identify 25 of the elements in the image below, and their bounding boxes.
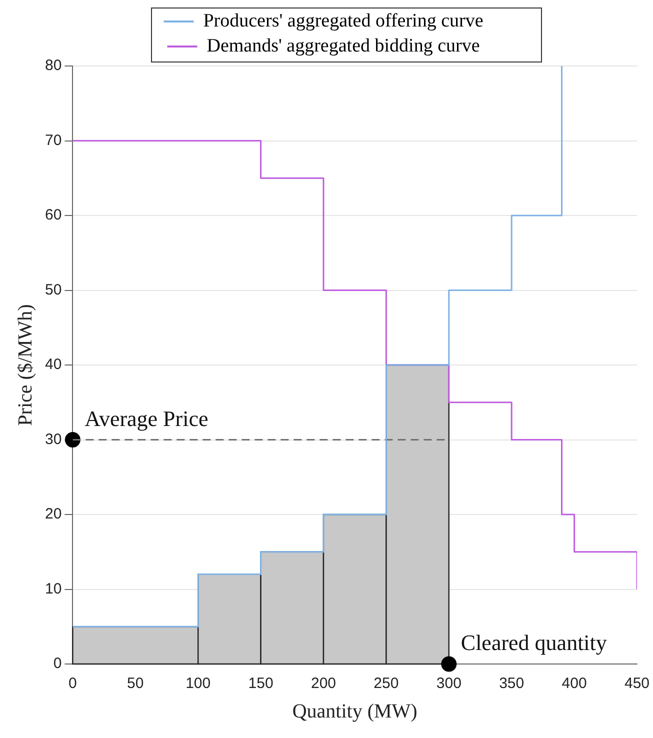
y-tick-label: 50: [44, 281, 62, 298]
x-tick-label: 450: [624, 675, 650, 692]
y-tick-label: 70: [44, 132, 62, 149]
x-tick-label: 300: [436, 675, 462, 692]
x-tick-label: 150: [248, 675, 274, 692]
y-tick-label: 30: [44, 430, 62, 448]
y-tick-label: 20: [44, 506, 62, 523]
x-tick-label: 0: [68, 675, 77, 692]
x-tick-label: 350: [499, 675, 524, 692]
annotation: Cleared quantity: [460, 630, 607, 655]
x-axis-title: Quantity (MW): [292, 700, 418, 722]
y-tick-label: 10: [44, 580, 62, 598]
x-tick-label: 100: [186, 675, 211, 692]
y-tick-label: 0: [53, 655, 62, 672]
y-tick-label: 60: [44, 206, 62, 224]
x-tick-label: 200: [310, 675, 336, 692]
y-tick-label: 40: [44, 356, 62, 374]
x-tick-label: 50: [127, 675, 144, 692]
legend-label: Demands' aggregated bidding curve: [206, 35, 480, 56]
annotation: Average Price: [84, 406, 208, 431]
legend-label: Producers' aggregated offering curve: [203, 10, 484, 32]
x-tick-label: 250: [374, 675, 399, 692]
y-tick-label: 80: [44, 57, 62, 74]
x-tick-label: 400: [562, 675, 587, 692]
y-axis-title: Price ($/MWh): [14, 304, 36, 426]
